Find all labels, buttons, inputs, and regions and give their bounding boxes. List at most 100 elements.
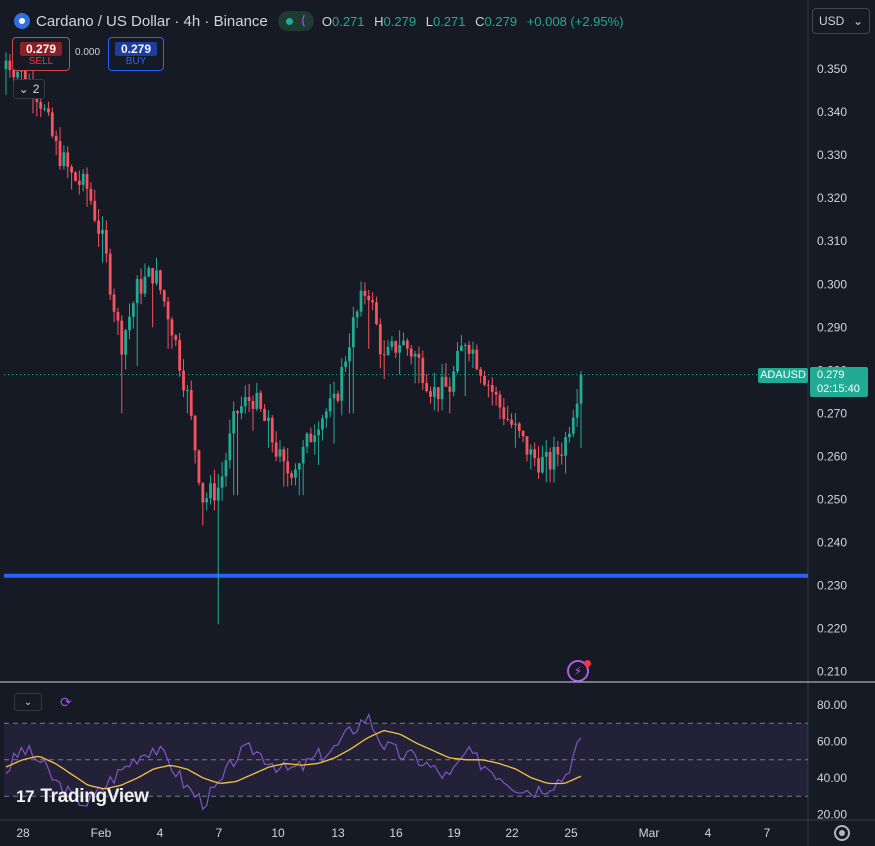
price-tick: 0.210 bbox=[817, 665, 847, 679]
candle-body bbox=[568, 433, 571, 438]
candle-body bbox=[189, 390, 193, 416]
candle-body bbox=[74, 172, 77, 181]
replay-icon[interactable]: ⟨ bbox=[300, 13, 306, 28]
candle-body bbox=[270, 417, 274, 443]
candle-body bbox=[351, 317, 355, 348]
last-price-value: 0.279 bbox=[817, 369, 845, 381]
candle-body bbox=[375, 302, 378, 325]
price-tick: 0.220 bbox=[817, 622, 847, 636]
candle-body bbox=[490, 385, 494, 392]
candle-body bbox=[579, 374, 583, 404]
time-tick: 7 bbox=[764, 826, 771, 840]
candle-body bbox=[251, 401, 255, 409]
candle-body bbox=[444, 376, 448, 387]
candle-body bbox=[35, 98, 39, 103]
candle-body bbox=[452, 371, 456, 392]
price-tick: 0.270 bbox=[817, 406, 847, 420]
candle-body bbox=[440, 376, 444, 400]
candle-body bbox=[178, 340, 182, 371]
candle-body bbox=[58, 141, 62, 167]
tradingview-logo[interactable]: 17 TradingView bbox=[16, 786, 149, 808]
lightning-icon[interactable]: ⚡ bbox=[567, 660, 589, 682]
buy-label: BUY bbox=[125, 55, 147, 67]
open-label: O bbox=[321, 13, 332, 29]
candle-body bbox=[12, 70, 16, 78]
candle-body bbox=[166, 301, 170, 320]
candle-body bbox=[429, 391, 432, 397]
candle-body bbox=[552, 446, 556, 470]
high-value: 0.279 bbox=[383, 13, 417, 29]
candle-body bbox=[89, 188, 93, 201]
candle-body bbox=[494, 391, 498, 395]
candle-body bbox=[274, 442, 278, 457]
candle-body bbox=[43, 108, 46, 110]
candle-body bbox=[54, 135, 58, 142]
candle-body bbox=[197, 450, 201, 483]
change-value: +0.008 (+2.95%) bbox=[526, 13, 624, 29]
candle-body bbox=[216, 487, 220, 501]
market-status[interactable]: ⟨ bbox=[277, 11, 314, 31]
candle-body bbox=[259, 392, 263, 409]
low-value: 0.271 bbox=[432, 13, 466, 29]
candle-body bbox=[510, 419, 513, 425]
time-tick: Feb bbox=[91, 826, 112, 840]
candle-body bbox=[278, 449, 282, 457]
candle-body bbox=[170, 319, 174, 336]
candle-body bbox=[212, 483, 216, 501]
candle-body bbox=[16, 71, 19, 78]
candle-body bbox=[305, 433, 309, 447]
time-tick: Mar bbox=[639, 826, 660, 840]
candle-body bbox=[104, 230, 108, 254]
chart-legend: Cardano / US Dollar · 4h · Binance ⟨ O 0.… bbox=[0, 8, 630, 34]
candle-body bbox=[483, 375, 486, 385]
candle-body bbox=[378, 324, 382, 355]
last-price-tag: 0.279 02:15:40 bbox=[810, 367, 868, 397]
candle-body bbox=[394, 341, 398, 353]
candle-body bbox=[467, 344, 471, 354]
candle-body bbox=[81, 173, 85, 185]
candle-body bbox=[398, 345, 402, 353]
cardano-logo-icon bbox=[14, 13, 30, 29]
price-tick: 0.320 bbox=[817, 191, 847, 205]
candle-body bbox=[448, 386, 452, 392]
sell-price: 0.279 bbox=[19, 41, 63, 56]
price-tick: 0.240 bbox=[817, 536, 847, 550]
chevron-down-icon: ⌄ bbox=[852, 14, 863, 28]
notification-dot bbox=[584, 660, 591, 667]
candle-body bbox=[124, 330, 128, 355]
ohlc-values: O0.271 H0.279 L0.271 C0.279 +0.008 (+2.9… bbox=[322, 14, 630, 29]
rsi-collapse-button[interactable]: ⌄ bbox=[14, 693, 42, 711]
candle-body bbox=[236, 411, 239, 414]
candle-body bbox=[456, 351, 459, 372]
bar-countdown: 02:15:40 bbox=[817, 383, 860, 395]
symbol-title[interactable]: Cardano / US Dollar · 4h · Binance bbox=[36, 12, 268, 30]
gear-icon[interactable] bbox=[834, 825, 850, 841]
price-tick: 0.310 bbox=[817, 234, 847, 248]
candle-body bbox=[413, 353, 417, 357]
candle-body bbox=[321, 418, 324, 430]
candle-body bbox=[529, 449, 533, 455]
currency-select[interactable]: USD ⌄ bbox=[812, 8, 870, 34]
candle-body bbox=[548, 452, 552, 470]
candle-body bbox=[521, 430, 525, 437]
candle-body bbox=[463, 344, 467, 346]
indicators-collapse-button[interactable]: ⌄ 2 bbox=[13, 79, 45, 99]
price-tick: 0.300 bbox=[817, 277, 847, 291]
buy-button[interactable]: 0.279 BUY bbox=[108, 37, 164, 71]
candle-body bbox=[471, 349, 475, 354]
sell-button[interactable]: 0.279 SELL bbox=[12, 37, 70, 71]
candle-body bbox=[232, 411, 236, 434]
time-tick: 10 bbox=[271, 826, 285, 840]
candle-body bbox=[185, 390, 189, 392]
candle-body bbox=[479, 369, 483, 376]
candle-body bbox=[363, 290, 367, 296]
candle-body bbox=[324, 411, 328, 419]
candle-body bbox=[575, 403, 579, 418]
time-tick: 13 bbox=[331, 826, 345, 840]
rsi-ma-line bbox=[5, 729, 582, 790]
sell-label: SELL bbox=[28, 55, 54, 67]
candle-body bbox=[409, 348, 413, 357]
candle-body bbox=[290, 473, 293, 478]
refresh-icon[interactable]: ⟳ bbox=[60, 694, 72, 710]
